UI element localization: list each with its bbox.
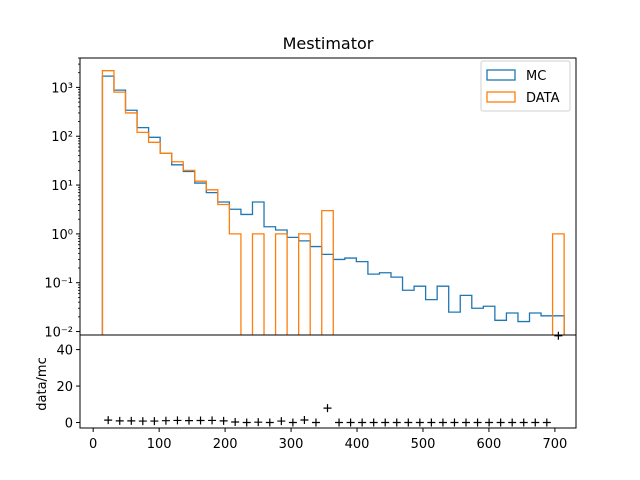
ratio-panel: 0 20 40 0 100 200 300 400 500 600 700 data/mc	[35, 331, 577, 452]
legend-mc-swatch	[486, 69, 516, 81]
ratio-x-tick-label: 300	[279, 437, 304, 452]
ratio-point	[427, 418, 436, 427]
ratio-point	[473, 418, 482, 427]
ratio-y-axis: 0 20 40	[56, 344, 80, 432]
ratio-point	[496, 418, 505, 427]
histogram-y-tick-label: 10¹	[51, 179, 73, 194]
ratio-point	[358, 418, 367, 427]
histogram-y-tick-label: 10⁻²	[44, 326, 73, 341]
histogram-y-tick-label: 10⁰	[51, 228, 73, 243]
ratio-point	[346, 418, 355, 427]
legend-data-label: DATA	[526, 91, 560, 106]
ratio-point	[462, 418, 471, 427]
ratio-point	[138, 417, 147, 426]
ratio-point	[335, 418, 344, 427]
ratio-x-tick-label: 400	[345, 437, 370, 452]
ratio-point	[127, 416, 136, 425]
legend-mc-label: MC	[526, 69, 546, 84]
ratio-x-tick-label: 600	[477, 437, 502, 452]
ratio-x-tick-label: 700	[542, 437, 567, 452]
ratio-point	[196, 416, 205, 425]
ratio-point	[554, 331, 563, 340]
ratio-y-axis-label: data/mc	[35, 357, 50, 410]
ratio-point	[173, 416, 182, 425]
ratio-point	[277, 417, 286, 426]
histogram-y-tick-label: 10³	[51, 81, 73, 96]
ratio-point	[150, 417, 159, 426]
ratio-point	[219, 416, 228, 425]
ratio-point	[438, 418, 447, 427]
ratio-point	[231, 417, 240, 426]
ratio-point	[161, 416, 170, 425]
ratio-y-tick-label: 20	[56, 380, 73, 395]
ratio-point	[208, 416, 217, 425]
ratio-frame	[79, 334, 577, 429]
ratio-point	[369, 418, 378, 427]
legend-frame	[480, 60, 571, 112]
ratio-point	[288, 418, 297, 427]
ratio-point	[184, 416, 193, 425]
ratio-point	[265, 418, 274, 427]
ratio-x-tick-label: 500	[411, 437, 436, 452]
chart-title: Mestimator	[283, 34, 374, 53]
ratio-y-tick-label: 40	[56, 344, 73, 359]
ratio-point	[254, 418, 263, 427]
ratio-x-tick-label: 0	[89, 437, 97, 452]
histogram-y-tick-label: 10⁻¹	[44, 277, 73, 292]
ratio-point	[450, 418, 459, 427]
ratio-point	[508, 418, 517, 427]
ratio-x-tick-label: 200	[213, 437, 238, 452]
ratio-point	[323, 404, 332, 413]
ratio-point	[242, 418, 251, 427]
ratio-plot-area	[79, 331, 577, 429]
ratio-point	[104, 416, 113, 425]
legend-data-swatch	[486, 91, 516, 103]
ratio-point	[300, 415, 309, 424]
ratio-point	[311, 418, 320, 427]
ratio-point	[415, 418, 424, 427]
ratio-point	[381, 418, 390, 427]
histogram-panel: 10⁻² 10⁻¹ 10⁰ 10¹ 10² 10³ Mestimator MC DATA	[44, 34, 577, 341]
ratio-point	[485, 418, 494, 427]
legend: MC DATA	[480, 60, 571, 112]
ratio-point	[531, 418, 540, 427]
ratio-point	[404, 418, 413, 427]
histogram-y-axis: 10⁻² 10⁻¹ 10⁰ 10¹ 10² 10³	[44, 57, 80, 341]
histogram-series-data	[101, 70, 565, 335]
ratio-point	[392, 418, 401, 427]
ratio-point	[519, 418, 528, 427]
ratio-x-tick-label: 100	[147, 437, 172, 452]
ratio-x-axis: 0 100 200 300 400 500 600 700	[89, 428, 567, 452]
ratio-point	[115, 416, 124, 425]
histogram-y-tick-label: 10²	[51, 130, 73, 145]
ratio-y-tick-label: 0	[65, 417, 73, 432]
ratio-point	[542, 418, 551, 427]
